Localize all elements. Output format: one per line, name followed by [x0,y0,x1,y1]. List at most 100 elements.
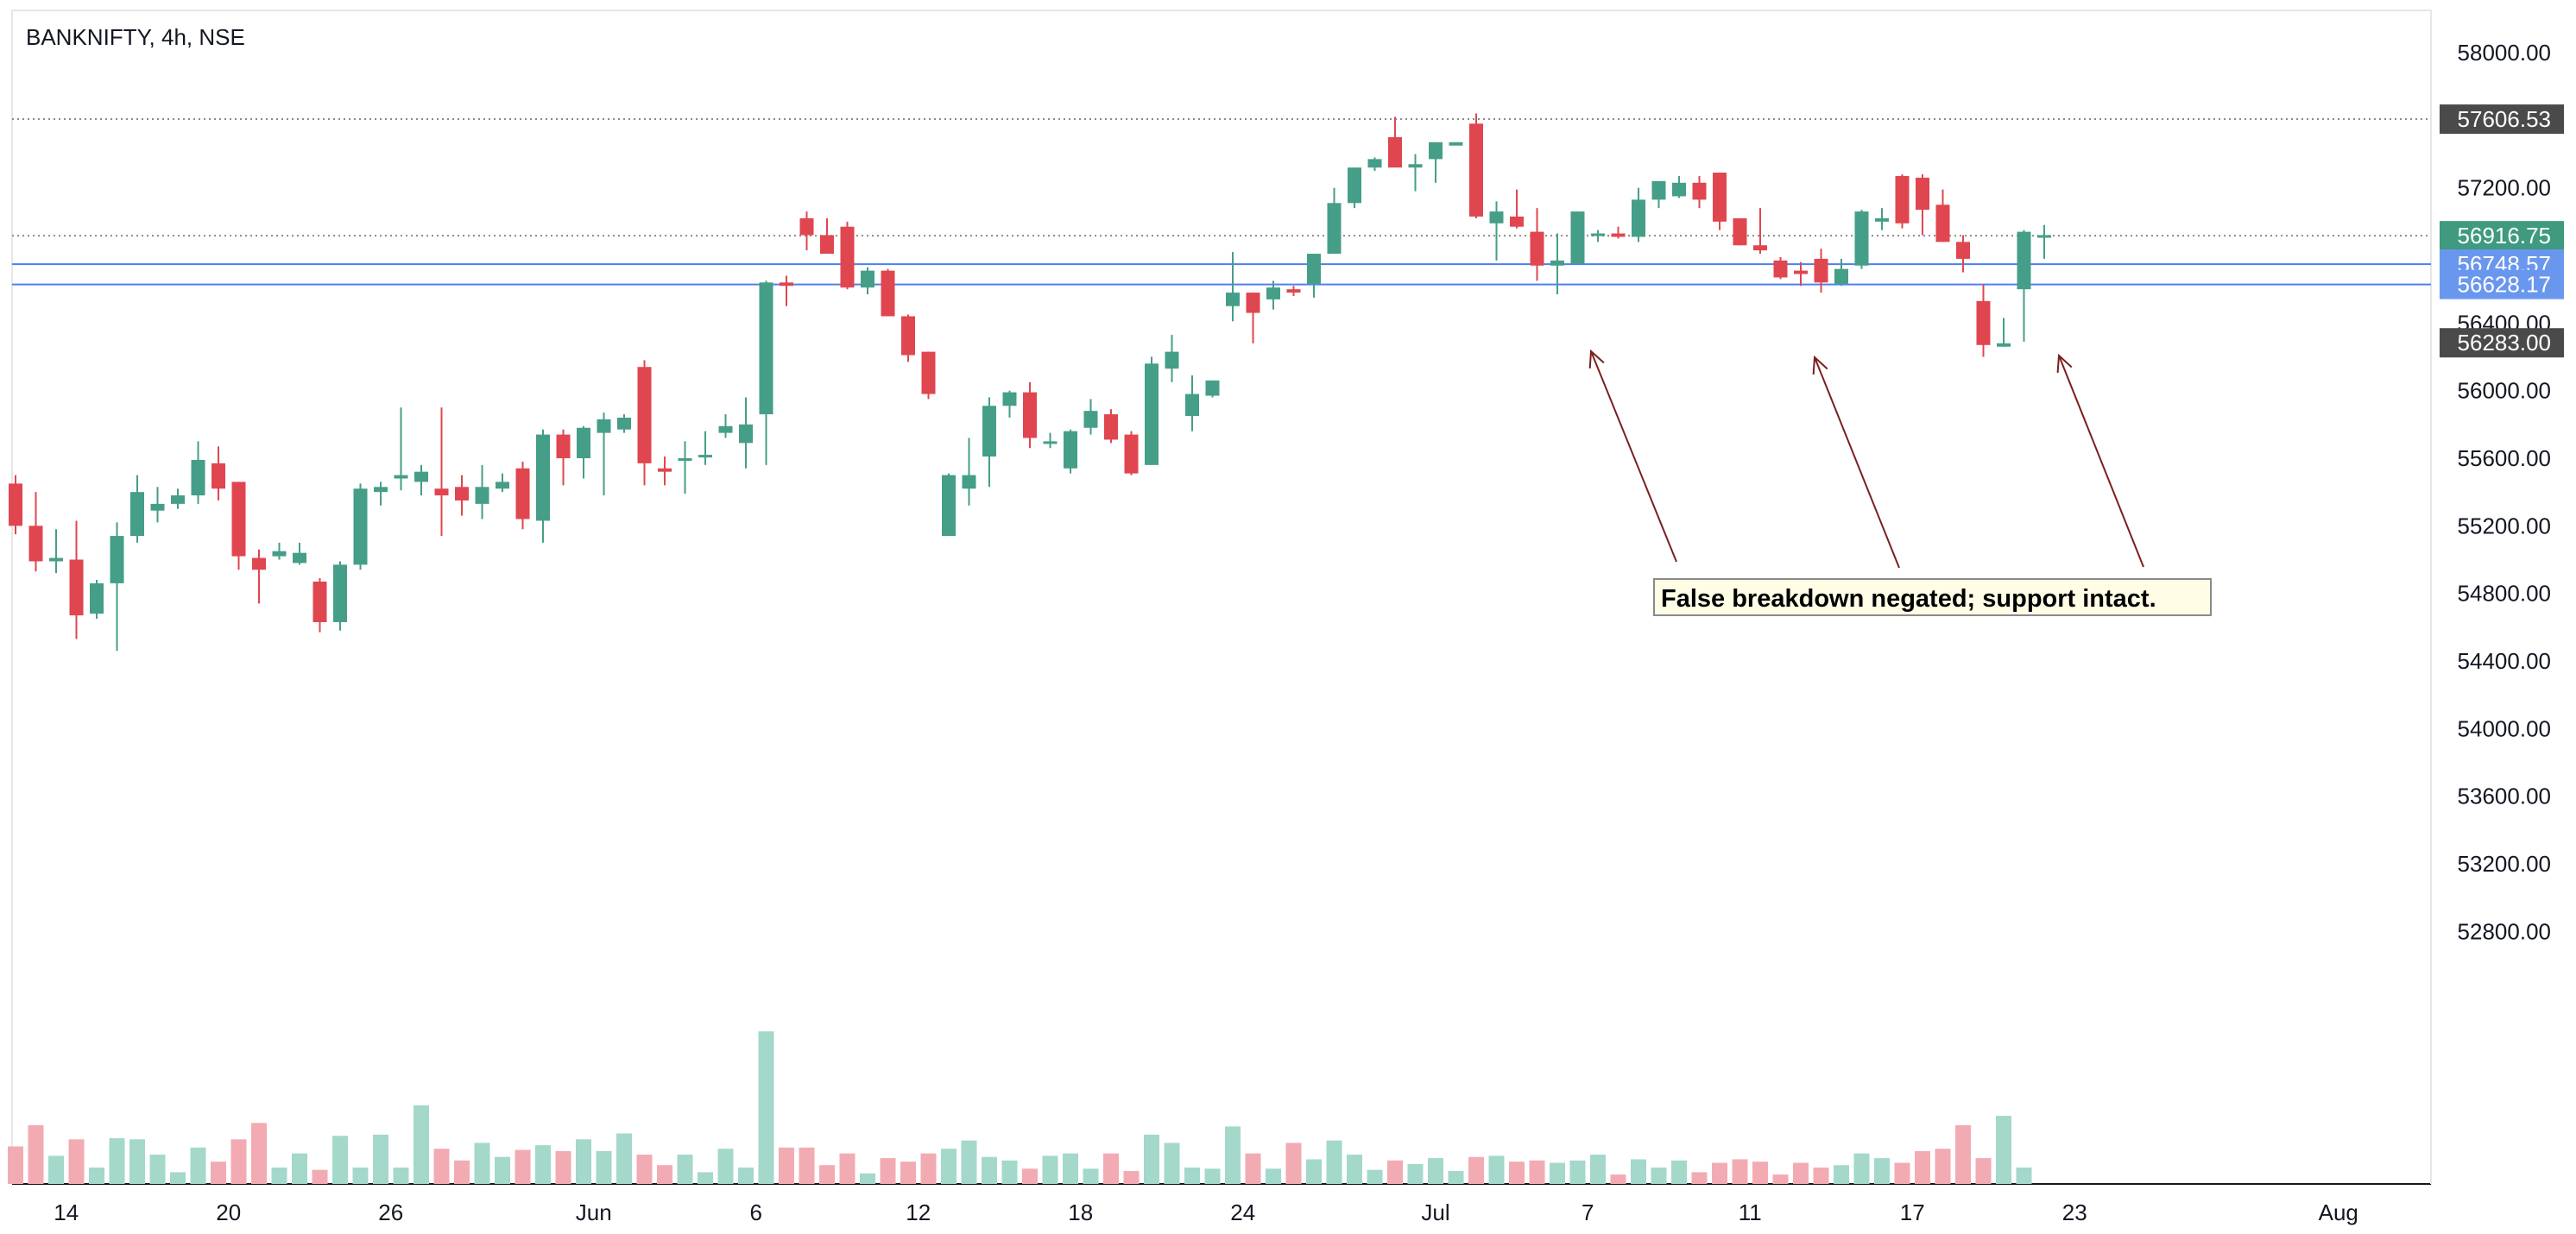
candle-body [1469,123,1483,217]
candle-body [1307,254,1321,285]
volume-bar [941,1149,957,1184]
y-tick-label: 58000.00 [2458,40,2551,66]
volume-bar [1083,1168,1099,1184]
volume-bar [982,1156,997,1184]
candle-body [333,564,347,622]
candle-body [698,455,712,458]
volume-bar [515,1149,531,1184]
candle-body [1367,159,1382,168]
candle-body [1510,216,1524,227]
volume-bar [657,1165,672,1184]
volume-bar [1123,1171,1140,1184]
candle-body [2037,235,2051,238]
candle-body [1570,211,1585,264]
candle-body [1733,217,1747,246]
x-tick-label: Aug [2319,1199,2358,1225]
candle-body [515,468,530,519]
candle-body [780,282,793,286]
price-tag-label: 56916.75 [2458,223,2551,249]
volume-bar [1975,1158,1992,1184]
volume-bar [616,1133,632,1184]
x-tick-label: Jul [1421,1199,1449,1225]
annotation-box [1653,578,2212,616]
candle-body [1002,392,1017,406]
volume-bar [211,1162,226,1184]
candle-body [1205,380,1220,396]
volume-bar [1063,1153,1078,1184]
candle-body [1246,293,1260,313]
x-tick-label: 6 [750,1199,762,1225]
volume-bar [1103,1153,1119,1184]
arrow-head [2056,353,2073,374]
candle-body [1429,142,1443,160]
volume-bar [1813,1167,1829,1184]
candle-body [1327,203,1342,255]
candle-body [799,217,814,236]
candle-body [739,424,753,444]
volume-bar [28,1125,44,1184]
volume-bar [48,1155,64,1184]
price-tag-label: 57606.53 [2458,106,2551,132]
volume-bar [880,1158,896,1184]
volume-bar [230,1139,247,1184]
volume-bar [961,1140,977,1184]
candle-body [1672,182,1686,197]
candle-body [1489,211,1504,224]
volume-bar [717,1149,734,1184]
volume-bar [1631,1159,1646,1184]
candle-body [1185,393,1199,417]
candle-body [881,270,895,317]
y-tick-label: 55200.00 [2458,513,2551,538]
candle-body [1226,293,1240,306]
candle-body [212,463,225,489]
price-tag [2440,269,2564,299]
candle-body [9,483,22,526]
candle-body [28,526,43,562]
volume-bar [860,1173,875,1184]
candle-body [1286,289,1301,293]
volume-bar [596,1150,612,1184]
volume-bar [1184,1167,1200,1184]
volume-bar [312,1169,328,1184]
volume-bar [1996,1116,2011,1184]
candle-body [1773,260,1788,278]
x-tick-label: 17 [1900,1199,1925,1225]
volume-bar [1245,1153,1261,1184]
symbol-title: BANKNIFTY, 4h, NSE [26,24,245,50]
y-tick-label: 53600.00 [2458,784,2551,809]
candle-body [110,536,124,583]
candle-body [718,425,733,433]
candle-body [374,487,388,493]
volume-bar [1225,1126,1241,1184]
candle-body [1611,233,1626,237]
volume-bar [271,1167,287,1184]
volume-bar [1326,1140,1342,1184]
volume-bar [1468,1156,1484,1184]
volume-bar [1712,1162,1727,1184]
candle-body [1165,351,1179,369]
volume-bar [1550,1162,1565,1184]
volume-bar [109,1137,125,1184]
volume-bar [1772,1174,1789,1184]
volume-bar [1042,1155,1058,1184]
candle-body [1449,142,1463,146]
volume-bar [433,1149,450,1184]
volume-bar [535,1145,551,1184]
volume-bar [819,1165,835,1184]
volume-bar [636,1155,653,1184]
volume-bar [1367,1169,1383,1184]
candle-body [191,459,205,496]
candle-body [901,316,915,356]
x-tick-label: 24 [1230,1199,1255,1225]
volume-bar [1529,1160,1545,1184]
candle-body [272,551,287,557]
candle-body [1651,180,1666,200]
candle-body [496,482,509,489]
candle-body [1388,136,1402,168]
volume-bar [900,1162,916,1184]
volume-bar [1752,1162,1768,1184]
volume-bar [2016,1167,2032,1184]
annotation-arrow [1814,356,1900,569]
y-tick-label: 56000.00 [2458,378,2551,404]
